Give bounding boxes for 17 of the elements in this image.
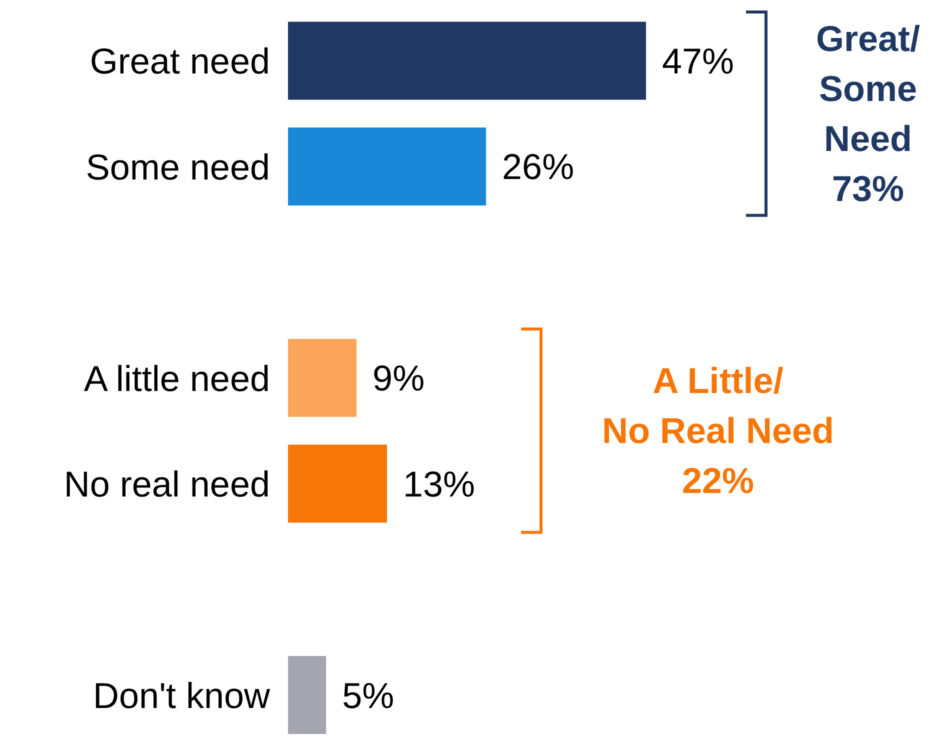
bar (288, 656, 326, 734)
text: Great/ Some Need 73% (816, 18, 920, 209)
y-tick-label: Some need (86, 146, 270, 188)
data-label: 26% (502, 146, 574, 188)
bar (288, 444, 388, 523)
y-tick-label: Don't know (93, 674, 271, 716)
data-label: 13% (403, 463, 476, 504)
data-label: 47% (662, 40, 734, 82)
y-tick-label: No real need (64, 463, 270, 504)
bar (288, 338, 357, 417)
data-label: 9% (372, 358, 425, 399)
data-label: 5% (342, 674, 394, 716)
annotation: A Little/ No Real Need 22% (600, 358, 836, 503)
bar (288, 22, 646, 100)
y-tick-label: Great need (90, 40, 270, 82)
y-tick-label: A little need (84, 358, 270, 399)
bar (288, 127, 486, 206)
